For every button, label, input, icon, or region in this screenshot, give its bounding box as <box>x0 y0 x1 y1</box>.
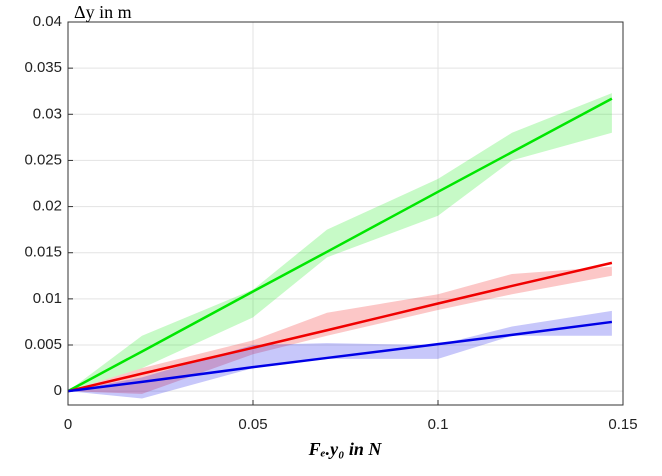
x-tick-label: 0.05 <box>238 416 267 433</box>
x-tick-label: 0 <box>64 416 72 433</box>
y-axis-label: Δy in m <box>74 2 132 22</box>
y-tick-label: 0.04 <box>33 13 62 30</box>
plot-frame <box>67 21 624 406</box>
y-tick-label: 0 <box>54 382 62 399</box>
x-axis-label: Fₑ.y₀ in N <box>308 439 383 459</box>
line <box>67 97 613 393</box>
y-tick-label: 0.005 <box>24 336 62 353</box>
y-tick-label: 0.015 <box>24 244 62 261</box>
line <box>67 320 613 393</box>
line <box>67 261 613 393</box>
y-tick-label: 0.025 <box>24 151 62 168</box>
band <box>68 310 612 399</box>
y-tick-label: 0.02 <box>33 198 62 215</box>
y-tick-label: 0.03 <box>33 105 62 122</box>
x-tick-label: 0.15 <box>608 416 637 433</box>
band <box>68 266 612 394</box>
x-tick-label: 0.1 <box>428 416 449 433</box>
y-tick-label: 0.01 <box>33 290 62 307</box>
y-tick-label: 0.035 <box>24 59 62 76</box>
